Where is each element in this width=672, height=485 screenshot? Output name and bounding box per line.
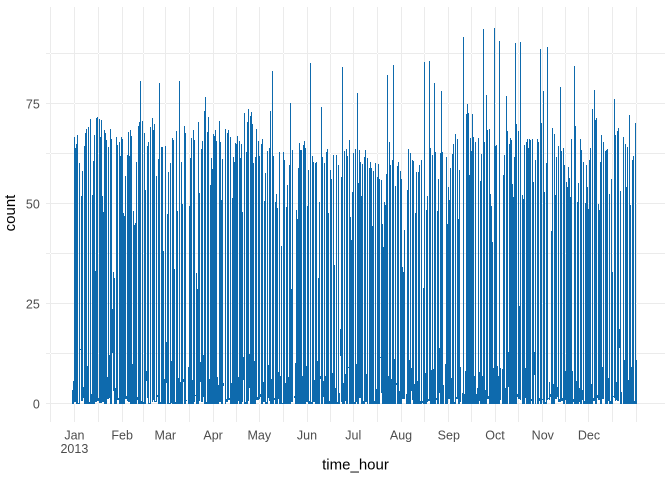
svg-text:Feb: Feb	[111, 429, 133, 443]
svg-text:time_hour: time_hour	[322, 457, 389, 474]
svg-text:Apr: Apr	[203, 429, 222, 443]
svg-text:Mar: Mar	[155, 429, 177, 443]
svg-text:Sep: Sep	[438, 429, 460, 443]
svg-text:2013: 2013	[60, 442, 88, 456]
svg-text:Aug: Aug	[390, 429, 412, 443]
svg-text:50: 50	[26, 197, 40, 211]
svg-text:Jan: Jan	[64, 429, 84, 443]
svg-text:25: 25	[26, 298, 40, 312]
svg-text:Jul: Jul	[345, 429, 361, 443]
svg-text:0: 0	[33, 398, 40, 412]
svg-text:75: 75	[26, 97, 40, 111]
svg-text:Dec: Dec	[578, 429, 600, 443]
svg-text:Jun: Jun	[297, 429, 317, 443]
svg-text:Oct: Oct	[485, 429, 505, 443]
svg-text:count: count	[2, 194, 19, 232]
svg-text:Nov: Nov	[532, 429, 555, 443]
svg-text:May: May	[247, 429, 271, 443]
